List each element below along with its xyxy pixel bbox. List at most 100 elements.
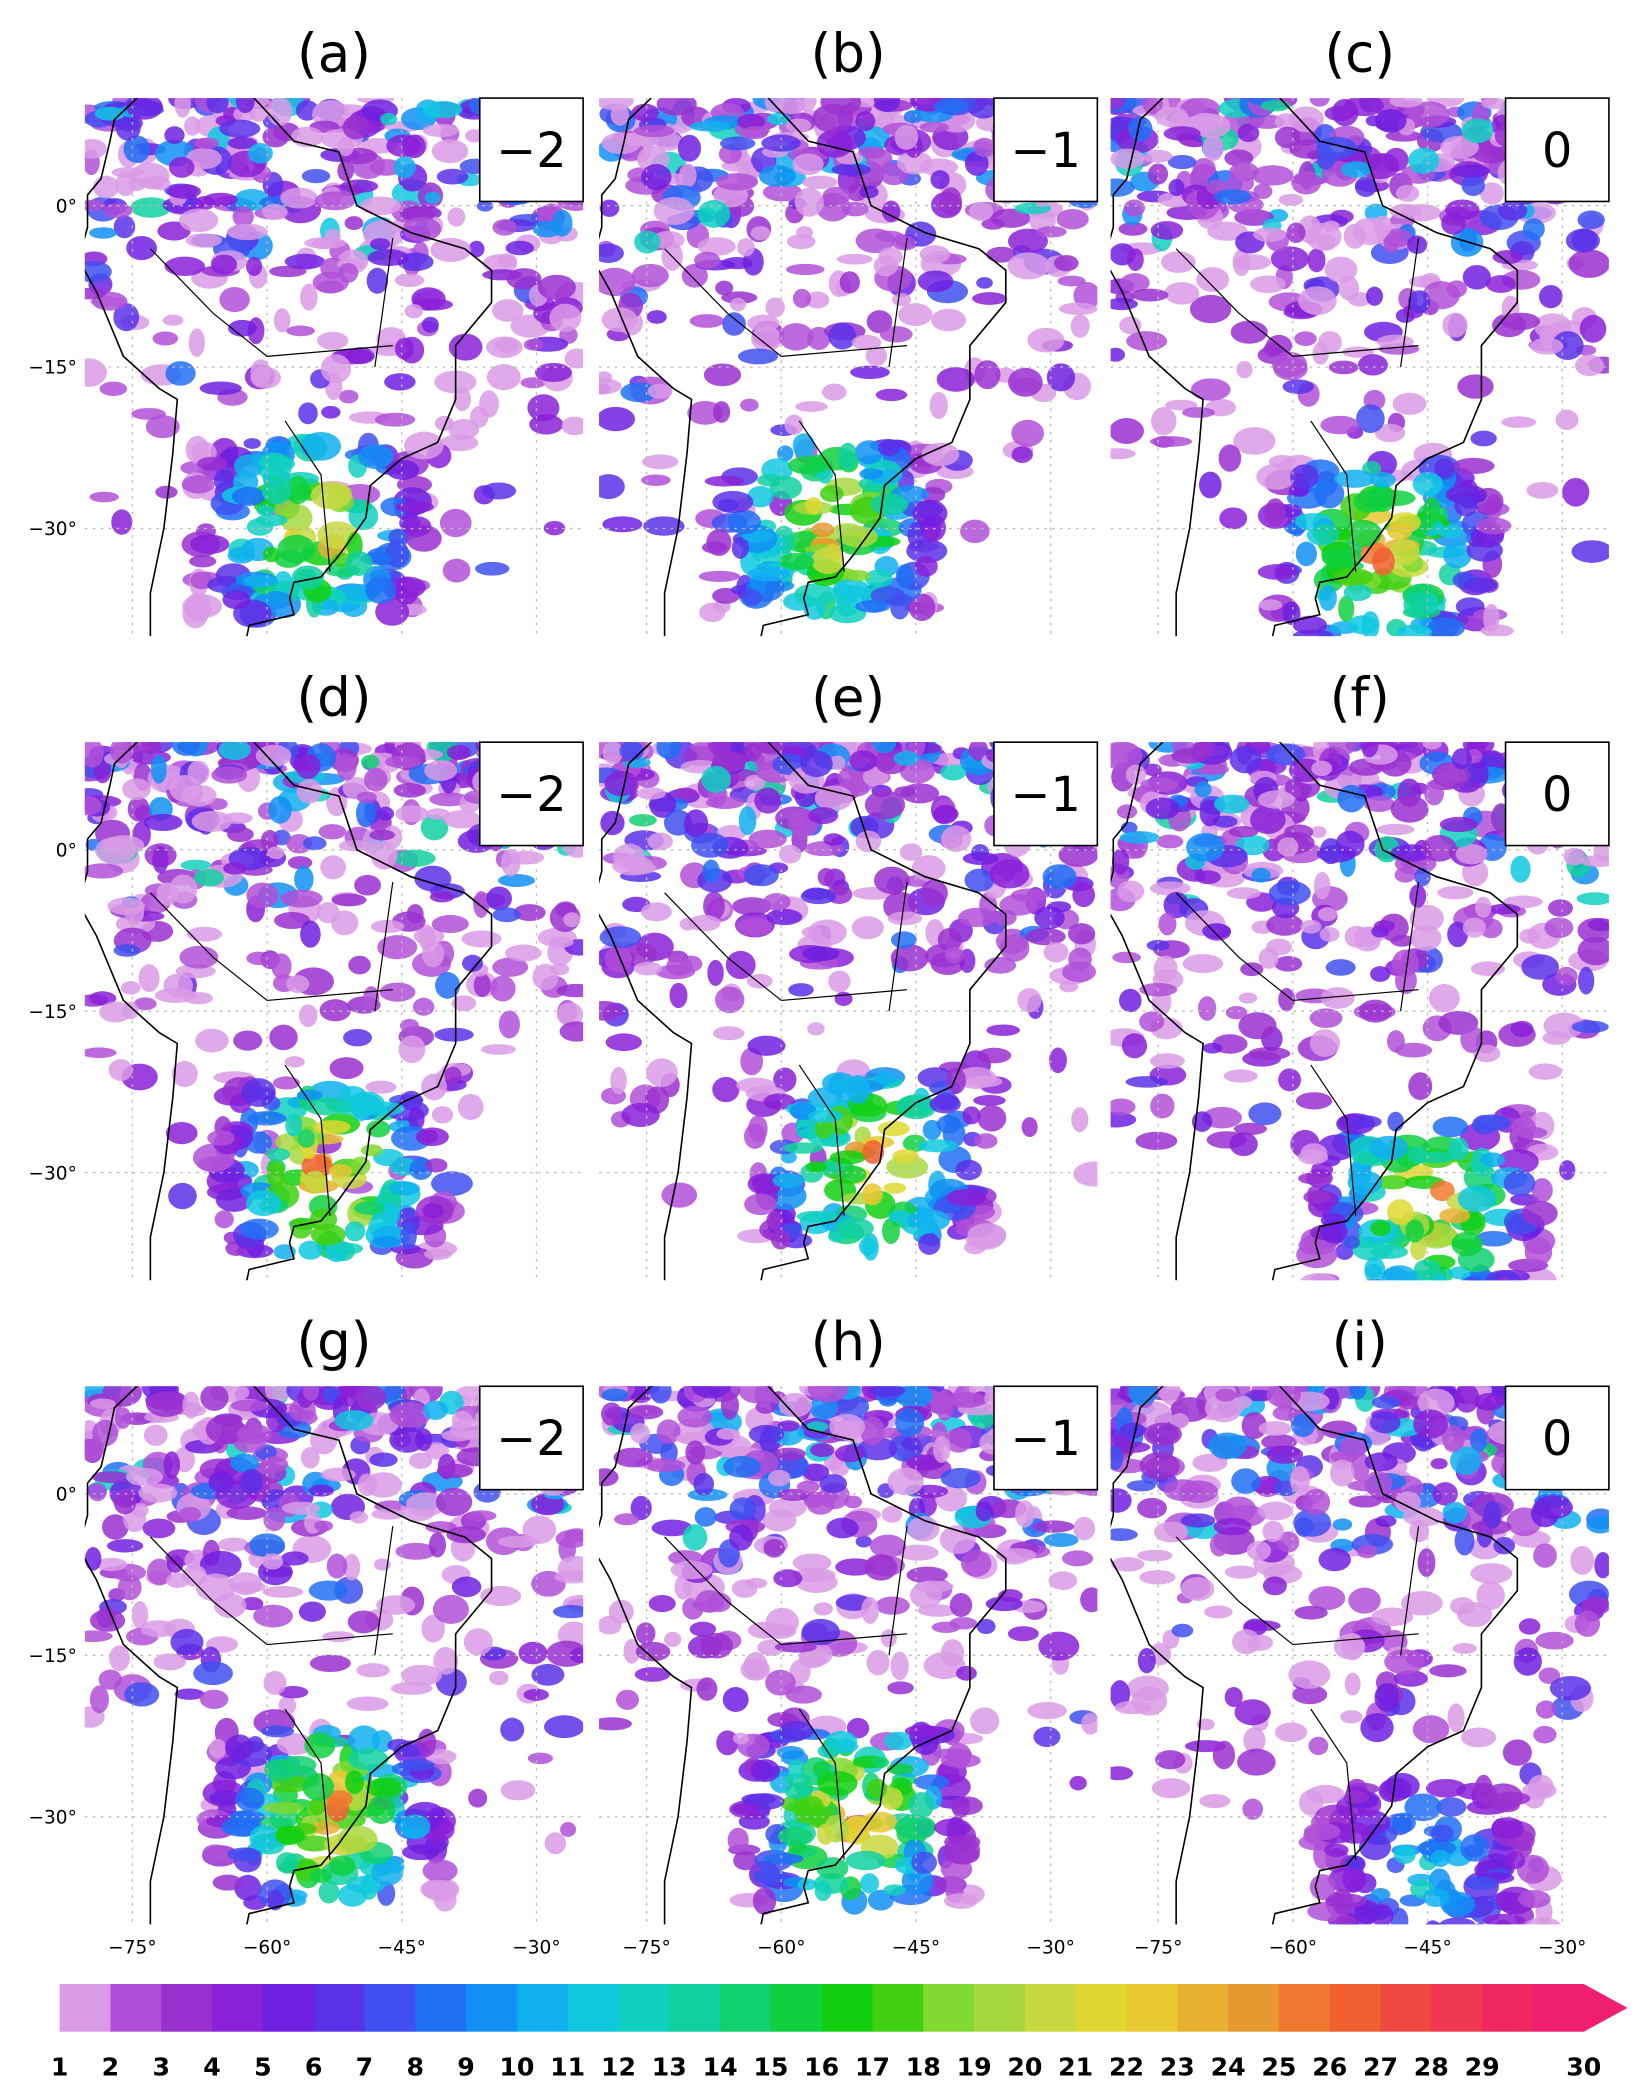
map-panel: −2(g)0°−15°−30°−75° −60° −45° −30°: [28, 1311, 584, 1959]
precip-cell: [703, 891, 725, 921]
precip-cell: [1156, 834, 1184, 849]
precip-cell: [864, 569, 893, 588]
precip-cell: [1443, 541, 1472, 569]
precip-cell: [1348, 1386, 1367, 1400]
lag-box: [993, 97, 1099, 203]
precip-cell: [195, 1028, 229, 1053]
precip-cell: [750, 226, 771, 241]
precip-cell: [1515, 1126, 1548, 1139]
precip-cell: [401, 1844, 440, 1861]
precip-cell: [199, 381, 242, 396]
precip-cell: [975, 1501, 993, 1522]
precip-cell: [1461, 1727, 1497, 1748]
precip-cell: [601, 132, 641, 155]
precip-cell: [845, 1850, 886, 1871]
precip-cell: [1126, 248, 1144, 271]
precip-cell: [1423, 496, 1441, 526]
precip-cell: [263, 1507, 286, 1532]
precip-cell: [357, 1473, 378, 1497]
colorbar-swatch: [212, 1983, 264, 2032]
precip-cell: [747, 566, 790, 582]
precip-cell: [1372, 547, 1395, 576]
precip-cell: [744, 774, 766, 791]
precip-cell: [940, 1753, 981, 1768]
precip-cell: [895, 1408, 925, 1437]
precip-cell: [940, 1467, 981, 1489]
precip-cell: [914, 1580, 954, 1593]
precip-cell: [1238, 1012, 1277, 1040]
precip-cell: [468, 1788, 488, 1808]
precip-cell: [811, 522, 835, 538]
precip-cell: [1225, 1005, 1248, 1020]
precip-cell: [310, 1426, 338, 1455]
precip-cell: [1517, 1890, 1551, 1909]
precip-cell: [271, 953, 292, 980]
precip-cell: [1481, 98, 1507, 110]
colorbar-label: 14: [703, 2052, 738, 2081]
precip-cell: [316, 902, 340, 924]
precip-cell: [1238, 992, 1258, 1004]
precip-cell: [191, 810, 232, 832]
precip-cell: [300, 283, 318, 311]
precip-cell: [777, 98, 806, 115]
precip-cell: [1318, 584, 1337, 612]
precip-cell: [1007, 252, 1050, 280]
precip-cell: [763, 1093, 796, 1110]
precip-cell: [685, 1440, 706, 1465]
precip-cell: [395, 1542, 437, 1560]
precip-cell: [1228, 826, 1259, 838]
colorbar-swatch: [1126, 1983, 1178, 2032]
precip-cell: [1387, 522, 1413, 541]
precip-cell: [623, 1638, 640, 1664]
precip-cell: [1369, 471, 1396, 488]
precip-cell: [109, 742, 134, 764]
precip-cell: [989, 859, 1030, 889]
precip-cell: [599, 1468, 619, 1487]
x-tick-label: −30°: [1538, 1938, 1586, 1959]
precip-cell: [1010, 888, 1049, 903]
precip-cell: [1307, 248, 1326, 273]
lag-label: 0: [1542, 768, 1572, 823]
precip-cell: [113, 215, 136, 239]
precip-cell: [182, 1564, 207, 1587]
precip-cell: [1579, 314, 1607, 343]
precip-cell: [766, 908, 803, 926]
precip-cell: [1135, 1131, 1178, 1150]
precip-cell: [1158, 1386, 1181, 1403]
precip-cell: [1171, 748, 1208, 764]
precip-cell: [973, 1094, 1006, 1106]
precip-cell: [1202, 135, 1224, 162]
precip-cell: [1446, 280, 1467, 298]
precip-cell: [670, 1560, 713, 1580]
precip-cell: [1288, 106, 1324, 133]
precip-cell: [1197, 996, 1217, 1021]
colorbar-swatch: [669, 1983, 721, 2032]
panel-label: (h): [811, 1311, 886, 1373]
precip-cell: [792, 1553, 832, 1572]
precip-cell: [1242, 1798, 1264, 1820]
colorbar-swatch: [1329, 1983, 1382, 2032]
precip-cell: [949, 1593, 973, 1618]
precip-cell: [851, 916, 884, 940]
colorbar-swatch: [618, 1983, 670, 2032]
precip-cell: [376, 1595, 416, 1615]
precip-cell: [599, 267, 636, 297]
precip-cell: [414, 865, 452, 892]
precip-cell: [1581, 1596, 1609, 1616]
precip-cell: [328, 1855, 356, 1876]
precip-cell: [275, 1852, 299, 1874]
precip-cell: [722, 312, 746, 336]
precip-cell: [531, 1663, 565, 1686]
precip-cell: [1450, 1597, 1475, 1615]
precip-cell: [84, 260, 112, 283]
x-tick-label: −45°: [1403, 1938, 1451, 1959]
precip-cell: [1027, 327, 1065, 353]
colorbar-swatch: [1532, 1983, 1585, 2032]
precip-cell: [319, 999, 352, 1022]
precip-cell: [197, 456, 228, 471]
precip-cell: [631, 263, 669, 288]
precip-cell: [156, 882, 179, 906]
x-tick-label: −45°: [892, 1938, 940, 1959]
precip-cell: [1555, 966, 1578, 986]
precip-cell: [331, 893, 367, 907]
